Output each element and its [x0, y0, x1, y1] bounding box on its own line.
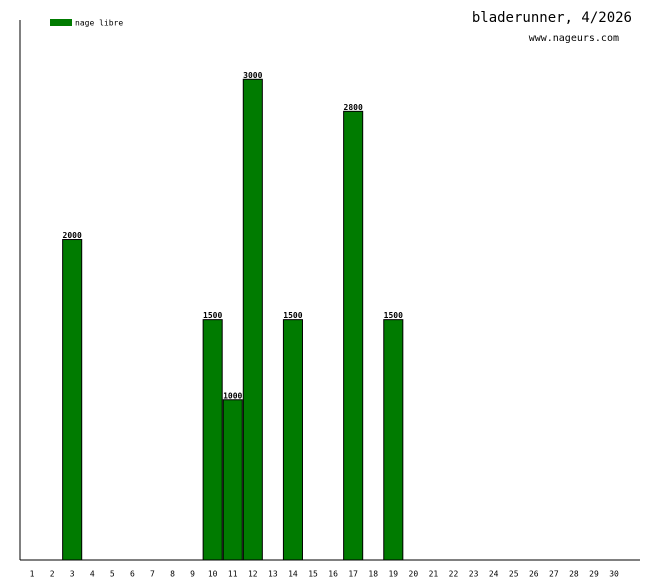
x-tick-label: 28	[569, 570, 579, 579]
x-tick-label: 22	[449, 570, 459, 579]
data-label: 2800	[344, 103, 363, 112]
bar	[282, 319, 303, 561]
x-tick-label: 26	[529, 570, 539, 579]
data-label: 1500	[203, 311, 222, 320]
x-tick-label: 13	[268, 570, 278, 579]
data-label: 3000	[243, 71, 262, 80]
x-tick-label: 24	[489, 570, 499, 579]
bar	[242, 78, 263, 561]
x-tick-label: 30	[609, 570, 619, 579]
x-tick-label: 3	[70, 570, 75, 579]
x-tick-label: 12	[248, 570, 258, 579]
x-tick-label: 17	[348, 570, 358, 579]
x-tick-label: 4	[90, 570, 95, 579]
x-tick-label: 15	[308, 570, 318, 579]
x-tick-label: 19	[388, 570, 398, 579]
bar	[343, 110, 364, 561]
bar	[222, 399, 243, 561]
x-tick-label: 2	[50, 570, 55, 579]
x-tick-label: 14	[288, 570, 298, 579]
x-tick-label: 10	[208, 570, 218, 579]
x-tick-label: 21	[429, 570, 439, 579]
bar	[62, 239, 83, 561]
x-tick-label: 16	[328, 570, 338, 579]
chart-subtitle: www.nageurs.com	[529, 33, 619, 44]
x-tick-label: 7	[150, 570, 155, 579]
x-tick-label: 9	[190, 570, 195, 579]
x-tick-label: 11	[228, 570, 238, 579]
x-tick-label: 29	[589, 570, 599, 579]
legend-swatch	[50, 19, 72, 26]
data-label: 1000	[223, 391, 242, 400]
x-tick-label: 27	[549, 570, 559, 579]
x-tick-label: 6	[130, 570, 135, 579]
data-label: 1500	[384, 311, 403, 320]
legend-label: nage libre	[75, 19, 123, 28]
chart-title: bladerunner, 4/2026	[472, 10, 632, 26]
bar	[383, 319, 404, 561]
x-tick-label: 18	[368, 570, 378, 579]
data-label: 2000	[63, 231, 82, 240]
x-tick-label: 1	[30, 570, 35, 579]
x-tick-label: 25	[509, 570, 519, 579]
x-tick-label: 5	[110, 570, 115, 579]
x-tick-label: 23	[469, 570, 479, 579]
x-tick-label: 8	[170, 570, 175, 579]
data-label: 1500	[283, 311, 302, 320]
bar	[202, 319, 223, 561]
x-tick-label: 20	[409, 570, 419, 579]
